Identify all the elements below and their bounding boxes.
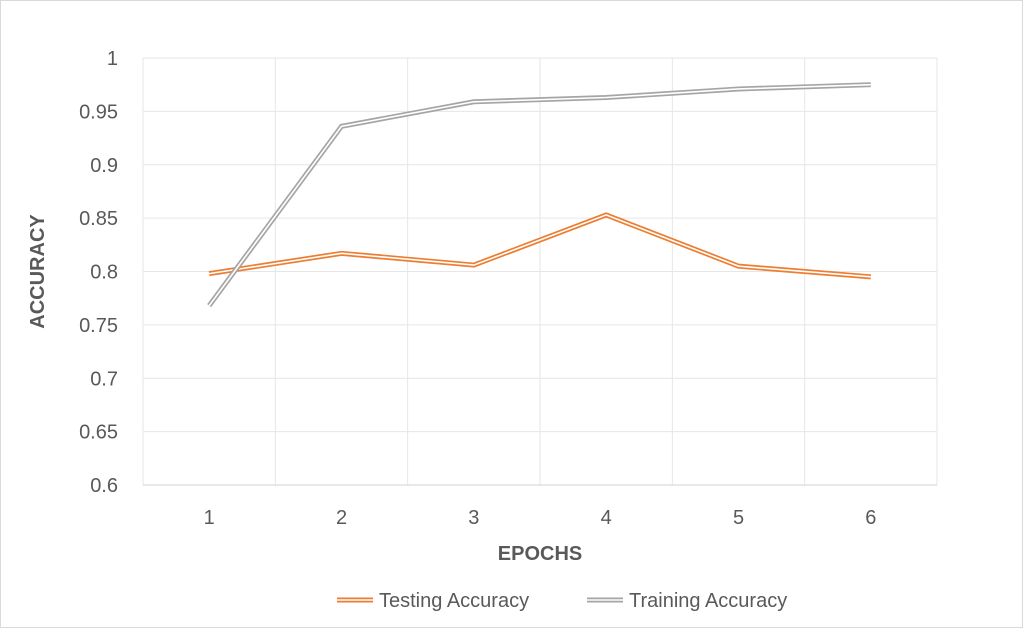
x-axis-tick-labels: 1 2 3 4 5 6 <box>204 507 877 529</box>
x-tick-label: 6 <box>865 507 876 529</box>
legend: Testing Accuracy Training Accuracy <box>337 590 787 612</box>
y-tick-label: 0.8 <box>90 262 118 284</box>
gridlines <box>142 57 938 485</box>
legend-item-1: Testing Accuracy <box>337 590 529 612</box>
y-axis-title: ACCURACY <box>27 214 49 329</box>
series-line-1 <box>208 212 872 280</box>
y-tick-label: 0.9 <box>90 155 118 177</box>
legend-label: Testing Accuracy <box>379 590 529 612</box>
y-tick-label: 0.95 <box>79 101 118 123</box>
x-tick-label: 4 <box>601 507 612 529</box>
x-tick-label: 1 <box>204 507 215 529</box>
y-tick-label: 0.7 <box>90 368 118 390</box>
series-line-inner <box>208 83 871 307</box>
series-line-2 <box>207 82 871 308</box>
legend-label: Training Accuracy <box>629 590 787 612</box>
y-tick-label: 1 <box>107 48 118 70</box>
x-tick-label: 2 <box>336 507 347 529</box>
legend-item-2: Training Accuracy <box>587 590 787 612</box>
y-tick-label: 0.85 <box>79 208 118 230</box>
x-tick-label: 5 <box>733 507 744 529</box>
series-line-inner <box>209 214 871 278</box>
y-tick-label: 0.75 <box>79 315 118 337</box>
x-axis-title: EPOCHS <box>498 543 582 565</box>
series-lines <box>207 82 872 308</box>
y-tick-label: 0.65 <box>79 422 118 444</box>
y-axis-tick-labels: 0.6 0.65 0.7 0.75 0.8 0.85 0.9 0.95 1 <box>79 48 118 497</box>
y-tick-label: 0.6 <box>90 475 118 497</box>
x-tick-label: 3 <box>468 507 479 529</box>
